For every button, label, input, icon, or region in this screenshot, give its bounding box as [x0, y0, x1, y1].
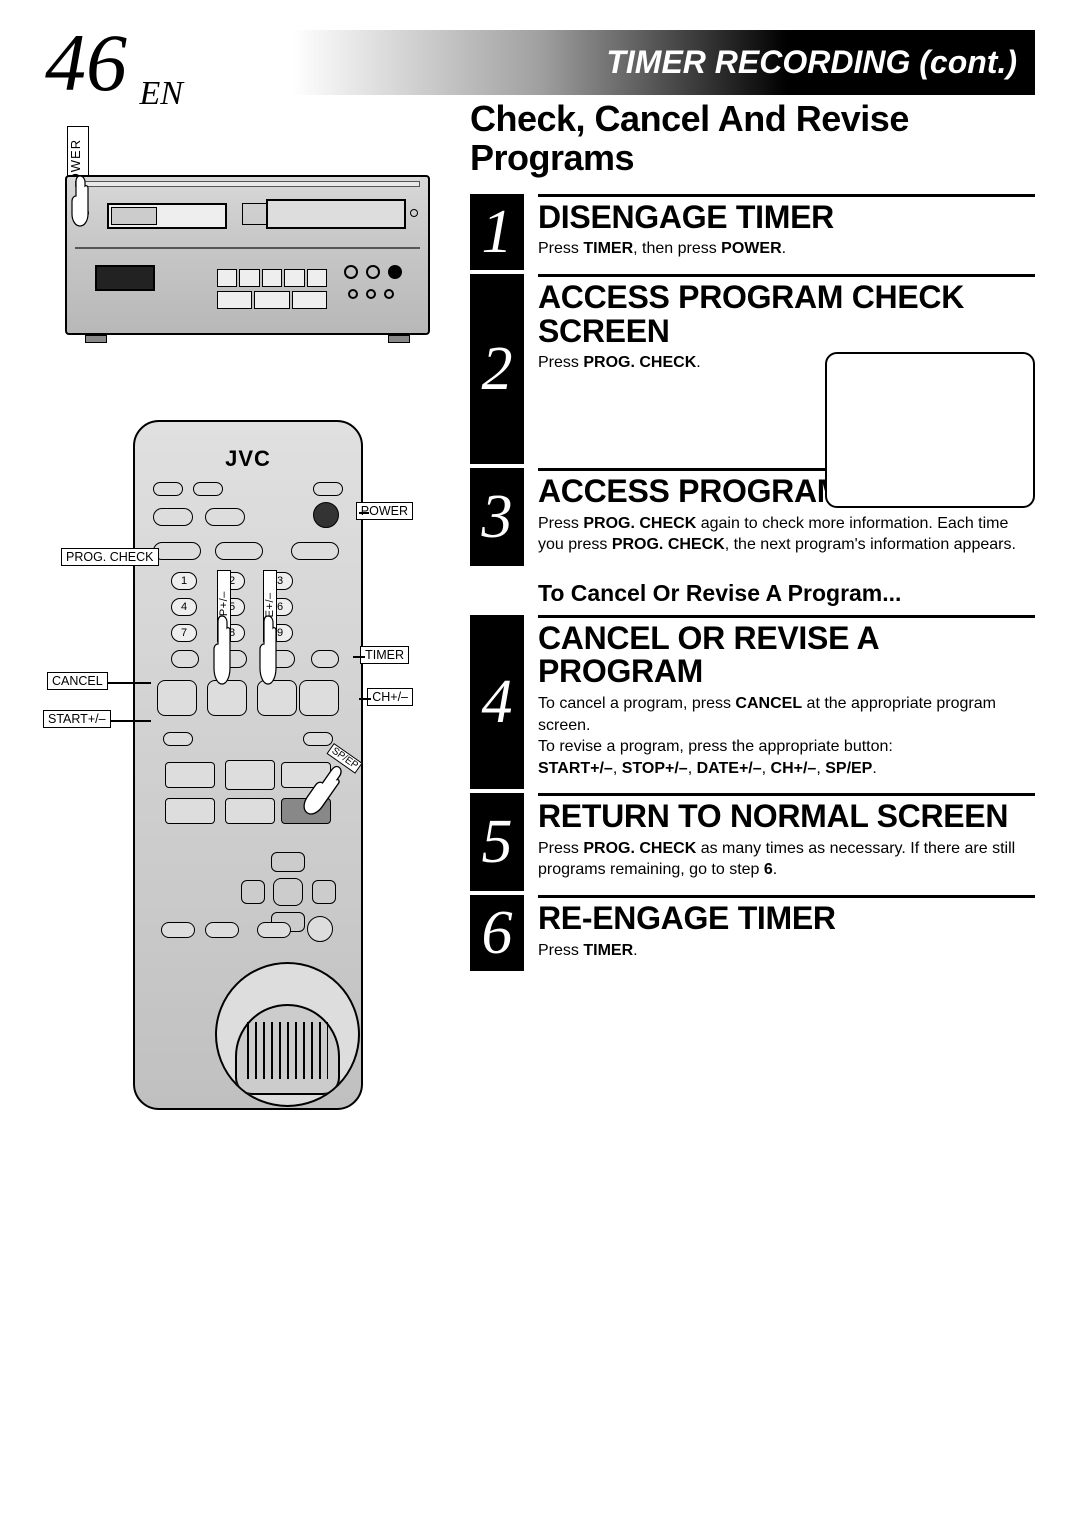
remote-brand: JVC [135, 446, 361, 472]
step-number: 1 [470, 194, 524, 270]
step-body: To cancel a program, press CANCEL at the… [538, 693, 1035, 779]
step-number: 2 [470, 274, 524, 464]
step-2: 2 ACCESS PROGRAM CHECK SCREEN Press PROG… [470, 274, 1035, 464]
step-number: 4 [470, 615, 524, 790]
remote-progcheck-label: PROG. CHECK [61, 548, 159, 566]
remote-cancel-label: CANCEL [47, 672, 108, 690]
step-5: 5 RETURN TO NORMAL SCREEN Press PROG. CH… [470, 793, 1035, 891]
page-number-block: 46 EN [45, 22, 183, 104]
step-title: ACCESS PROGRAM CHECK SCREEN [538, 281, 1035, 348]
remote-timer-label: TIMER [360, 646, 409, 664]
vcr-illustration: POWER [65, 120, 435, 350]
sub-heading: To Cancel Or Revise A Program... [538, 580, 1035, 607]
step-body: Press PROG. CHECK. [538, 352, 798, 374]
step-body: Press TIMER. [538, 940, 1035, 962]
remote-power-label: POWER [356, 502, 413, 520]
page-number: 46 [45, 17, 127, 108]
step-title: RETURN TO NORMAL SCREEN [538, 800, 1035, 834]
step-title: RE-ENGAGE TIMER [538, 902, 1035, 936]
remote-body: JVC 123 456 789 [133, 420, 363, 1110]
step-number: 5 [470, 793, 524, 891]
step-title: DISENGAGE TIMER [538, 201, 1035, 235]
remote-stop-vert-label: STOP+/– [217, 570, 231, 642]
remote-jog-dial [215, 962, 360, 1107]
step-number: 6 [470, 895, 524, 971]
step-body: Press PROG. CHECK again to check more in… [538, 513, 1035, 556]
header-title: TIMER RECORDING (cont.) [606, 44, 1017, 81]
step-1: 1 DISENGAGE TIMER Press TIMER, then pres… [470, 194, 1035, 270]
remote-date-vert-label: DATE+/– [263, 570, 277, 642]
step-body: Press PROG. CHECK as many times as neces… [538, 838, 1035, 881]
page-header: 46 EN TIMER RECORDING (cont.) [45, 30, 1035, 95]
step-body: Press TIMER, then press POWER. [538, 238, 1035, 260]
remote-ch-label: CH+/– [367, 688, 413, 706]
instructions-column: Check, Cancel And Revise Programs 1 DISE… [470, 100, 1035, 975]
step-title: CANCEL OR REVISE A PROGRAM [538, 622, 1035, 689]
onscreen-display-box [825, 352, 1035, 508]
remote-illustration: JVC 123 456 789 [95, 420, 405, 1120]
step-6: 6 RE-ENGAGE TIMER Press TIMER. [470, 895, 1035, 971]
section-heading: Check, Cancel And Revise Programs [470, 100, 1035, 178]
step-number: 3 [470, 468, 524, 566]
page-lang: EN [139, 75, 182, 112]
illustrations-column: POWER JVC [45, 110, 445, 1120]
vcr-body [65, 175, 430, 335]
step-4: 4 CANCEL OR REVISE A PROGRAM To cancel a… [470, 615, 1035, 790]
remote-start-label: START+/– [43, 710, 111, 728]
